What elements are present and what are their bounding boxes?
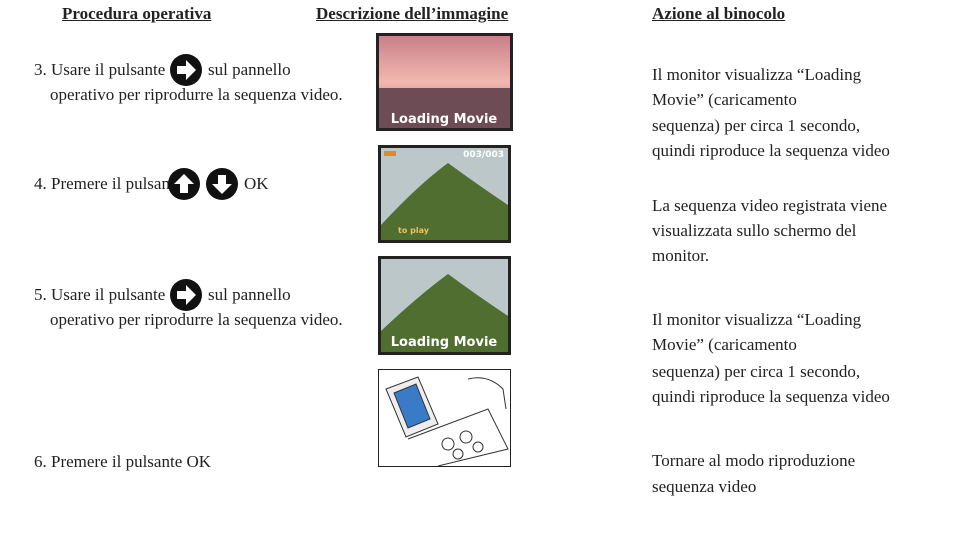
screen-image: Loading Movie — [376, 33, 513, 131]
screen-image: Loading Movie — [378, 256, 511, 355]
column-header: Descrizione dell’immagine — [316, 4, 509, 23]
action-text: sequenza) per circa 1 secondo, — [652, 116, 861, 135]
step-text: 4. Premere il pulsante — [34, 174, 183, 193]
action-text: sequenza) per circa 1 secondo, — [652, 362, 861, 381]
overlay-text: Loading Movie — [391, 112, 498, 127]
action-text: quindi riproduce la sequenza video — [652, 387, 890, 406]
step-text: 5. Usare il pulsante — [34, 285, 166, 304]
column-header: Procedura operativa — [62, 4, 212, 23]
step-text: operativo per riprodurre la sequenza vid… — [50, 310, 343, 329]
action-text: Movie” (caricamento — [652, 90, 797, 109]
action-text: Il monitor visualizza “Loading — [652, 310, 862, 329]
overlay-text: 003/003 — [463, 150, 504, 160]
action-text: monitor. — [652, 246, 710, 265]
step-text: sul pannello — [208, 285, 291, 304]
overlay-text: to play — [398, 226, 430, 235]
column-header: Azione al binocolo — [652, 4, 786, 23]
action-text: Movie” (caricamento — [652, 335, 797, 354]
step-text: 6. Premere il pulsante OK — [34, 452, 212, 471]
action-text: quindi riproduce la sequenza video — [652, 141, 890, 160]
action-text: Il monitor visualizza “Loading — [652, 65, 862, 84]
step-text: operativo per riprodurre la sequenza vid… — [50, 85, 343, 104]
step-text: sul pannello — [208, 60, 291, 79]
overlay-text: Loading Movie — [391, 335, 498, 350]
action-text: Tornare al modo riproduzione — [652, 451, 856, 470]
action-text: sequenza video — [652, 477, 757, 496]
device-image — [378, 369, 511, 467]
action-text: La sequenza video registrata viene — [652, 196, 888, 215]
screen-image: 003/003 to play — [378, 145, 511, 243]
right-button-icon — [170, 54, 202, 86]
step-text: OK — [244, 174, 269, 193]
step-text: 3. Usare il pulsante — [34, 60, 166, 79]
right-button-icon — [170, 279, 202, 311]
down-button-icon — [206, 168, 238, 200]
up-button-icon — [168, 168, 200, 200]
action-text: visualizzata sullo schermo del — [652, 221, 857, 240]
